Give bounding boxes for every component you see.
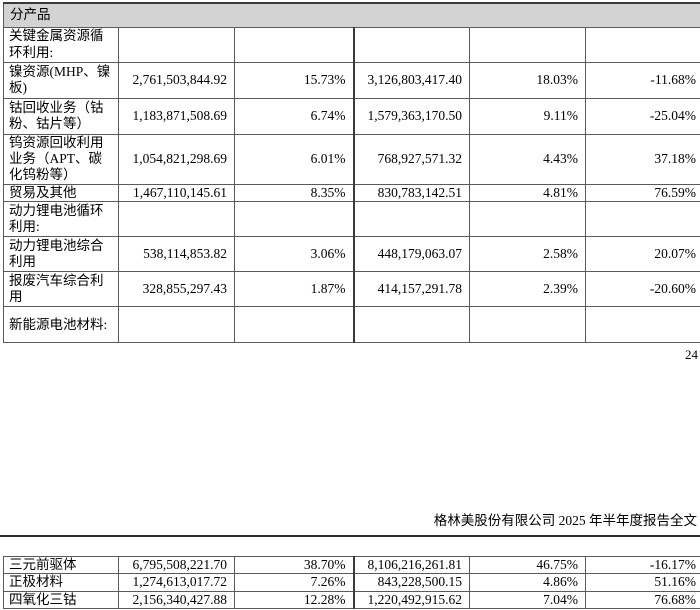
amount-cell: 830,783,142.51 [352,183,470,203]
percent-cell: 4.81% [469,183,586,203]
amount-cell: 2,156,340,427.88 [118,590,235,610]
change-cell: 20.07% [585,236,700,273]
change-cell: 37.18% [585,133,700,185]
table-row: 镍资源(MHP、镍板) 2,761,503,844.92 15.73% 3,12… [3,61,700,99]
amount-cell: 1,579,363,170.50 [352,97,470,135]
product-name-cell: 贸易及其他 [3,183,119,203]
change-cell: 76.68% [585,590,700,610]
product-name-cell: 钨资源回收利用业务（APT、碳化钨粉等） [3,133,119,185]
table-row: 贸易及其他 1,467,110,145.61 8.35% 830,783,142… [3,183,700,203]
amount-cell [118,306,235,344]
amount-cell: 1,220,492,915.62 [352,590,470,610]
battery-materials-table: 三元前驱体 6,795,508,221.70 38.70% 8,106,216,… [3,556,700,610]
amount-cell: 843,228,500.15 [352,573,470,592]
percent-cell: 7.26% [234,573,354,592]
section-header-cell: 分产品 [3,2,700,28]
product-name-cell: 三元前驱体 [3,556,119,575]
amount-cell: 3,126,803,417.40 [352,61,470,99]
percent-cell: 6.01% [234,133,354,185]
amount-cell: 8,106,216,261.81 [352,556,470,575]
change-cell: -16.17% [585,556,700,575]
percent-cell: 6.74% [234,97,354,135]
change-cell [585,306,700,344]
change-cell: -11.68% [585,61,700,99]
table-row: 正极材料 1,274,613,017.72 7.26% 843,228,500.… [3,573,700,592]
percent-cell [234,306,354,344]
battery-materials-table-wrap: 三元前驱体 6,795,508,221.70 38.70% 8,106,216,… [0,556,700,610]
product-name-cell: 四氧化三钴 [3,590,119,610]
percent-cell: 4.43% [469,133,586,185]
amount-cell [118,26,235,63]
table-row: 报废汽车综合利用 328,855,297.43 1.87% 414,157,29… [3,271,700,308]
percent-cell [234,201,354,238]
products-breakdown-table: 分产品 关键金属资源循环利用: 镍资源(MHP、镍板) 2,761,503,84… [3,2,700,344]
percent-cell: 15.73% [234,61,354,99]
products-breakdown-table-wrap: 分产品 关键金属资源循环利用: 镍资源(MHP、镍板) 2,761,503,84… [0,2,700,344]
percent-cell: 46.75% [469,556,586,575]
amount-cell: 1,054,821,298.69 [118,133,235,185]
amount-cell: 2,761,503,844.92 [118,61,235,99]
product-name-cell: 镍资源(MHP、镍板) [3,61,119,99]
amount-cell: 1,467,110,145.61 [118,183,235,203]
product-name-cell: 动力锂电池综合利用 [3,236,119,273]
table-row: 钨资源回收利用业务（APT、碳化钨粉等） 1,054,821,298.69 6.… [3,133,700,185]
change-cell [585,26,700,63]
percent-cell: 4.86% [469,573,586,592]
amount-cell [352,201,470,238]
percent-cell: 2.39% [469,271,586,308]
percent-cell: 7.04% [469,590,586,610]
amount-cell: 1,183,871,508.69 [118,97,235,135]
product-name-cell: 新能源电池材料: [3,306,119,344]
amount-cell [352,26,470,63]
percent-cell: 3.06% [234,236,354,273]
table-section-header-row: 分产品 [3,2,700,28]
percent-cell: 18.03% [469,61,586,99]
percent-cell: 2.58% [469,236,586,273]
page-number: 24 [685,347,698,362]
change-cell: -20.60% [585,271,700,308]
table-row: 钴回收业务（钴粉、钴片等） 1,183,871,508.69 6.74% 1,5… [3,97,700,135]
product-name-cell: 动力锂电池循环利用: [3,201,119,238]
table-row: 四氧化三钴 2,156,340,427.88 12.28% 1,220,492,… [3,590,700,610]
product-name-cell: 报废汽车综合利用 [3,271,119,308]
percent-cell [469,26,586,63]
product-name-cell: 正极材料 [3,573,119,592]
amount-cell: 1,274,613,017.72 [118,573,235,592]
header-divider [0,535,700,537]
amount-cell [352,306,470,344]
table-row: 动力锂电池循环利用: [3,201,700,238]
percent-cell: 9.11% [469,97,586,135]
percent-cell [469,201,586,238]
report-page-header: 格林美股份有限公司 2025 年半年度报告全文 [433,513,697,528]
change-cell: -25.04% [585,97,700,135]
amount-cell [118,201,235,238]
percent-cell: 12.28% [234,590,354,610]
amount-cell: 448,179,063.07 [352,236,470,273]
percent-cell: 1.87% [234,271,354,308]
amount-cell: 768,927,571.32 [352,133,470,185]
amount-cell: 6,795,508,221.70 [118,556,235,575]
percent-cell: 8.35% [234,183,354,203]
percent-cell [234,26,354,63]
percent-cell [469,306,586,344]
product-name-cell: 关键金属资源循环利用: [3,26,119,63]
amount-cell: 328,855,297.43 [118,271,235,308]
change-cell: 76.59% [585,183,700,203]
table-row: 新能源电池材料: [3,306,700,344]
change-cell [585,201,700,238]
table-row: 三元前驱体 6,795,508,221.70 38.70% 8,106,216,… [3,556,700,575]
amount-cell: 538,114,853.82 [118,236,235,273]
change-cell: 51.16% [585,573,700,592]
table-row: 动力锂电池综合利用 538,114,853.82 3.06% 448,179,0… [3,236,700,273]
product-name-cell: 钴回收业务（钴粉、钴片等） [3,97,119,135]
amount-cell: 414,157,291.78 [352,271,470,308]
percent-cell: 38.70% [234,556,354,575]
table-row: 关键金属资源循环利用: [3,26,700,63]
